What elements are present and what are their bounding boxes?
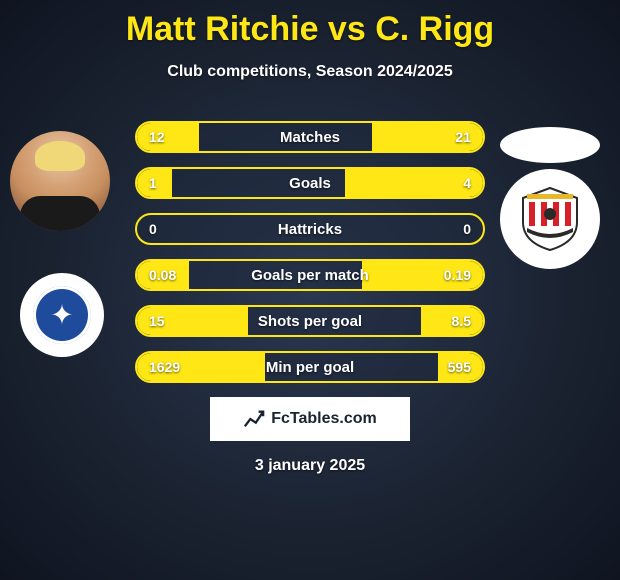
stat-row: 1629595Min per goal [135,351,485,383]
season-subtitle: Club competitions, Season 2024/2025 [0,63,620,81]
fctables-label: FcTables.com [271,410,377,428]
stat-bars: 1221Matches 14Goals 00Hattricks 0.080.19Goa… [135,121,485,383]
stat-row: 00Hattricks [135,213,485,245]
club-badge-right [500,169,600,269]
page-title: Matt Ritchie vs C. Rigg [0,0,620,49]
stat-label: Goals per match [137,267,483,284]
sunderland-badge-icon [515,184,585,254]
stat-label: Hattricks [137,221,483,238]
stat-label: Goals [137,175,483,192]
fctables-logo-icon [243,408,265,430]
stat-label: Shots per goal [137,313,483,330]
stat-label: Matches [137,129,483,146]
stat-row: 0.080.19Goals per match [135,259,485,291]
portsmouth-badge-icon [33,286,91,344]
stat-row: 158.5Shots per goal [135,305,485,337]
stats-area: 1221Matches 14Goals 00Hattricks 0.080.19Goa… [0,121,620,383]
stat-row: 1221Matches [135,121,485,153]
player-right-avatar-placeholder [500,127,600,163]
fctables-attribution[interactable]: FcTables.com [210,397,410,441]
club-badge-left [20,273,104,357]
snapshot-date: 3 january 2025 [0,457,620,475]
stat-row: 14Goals [135,167,485,199]
stat-label: Min per goal [137,359,483,376]
player-left-avatar [10,131,110,231]
